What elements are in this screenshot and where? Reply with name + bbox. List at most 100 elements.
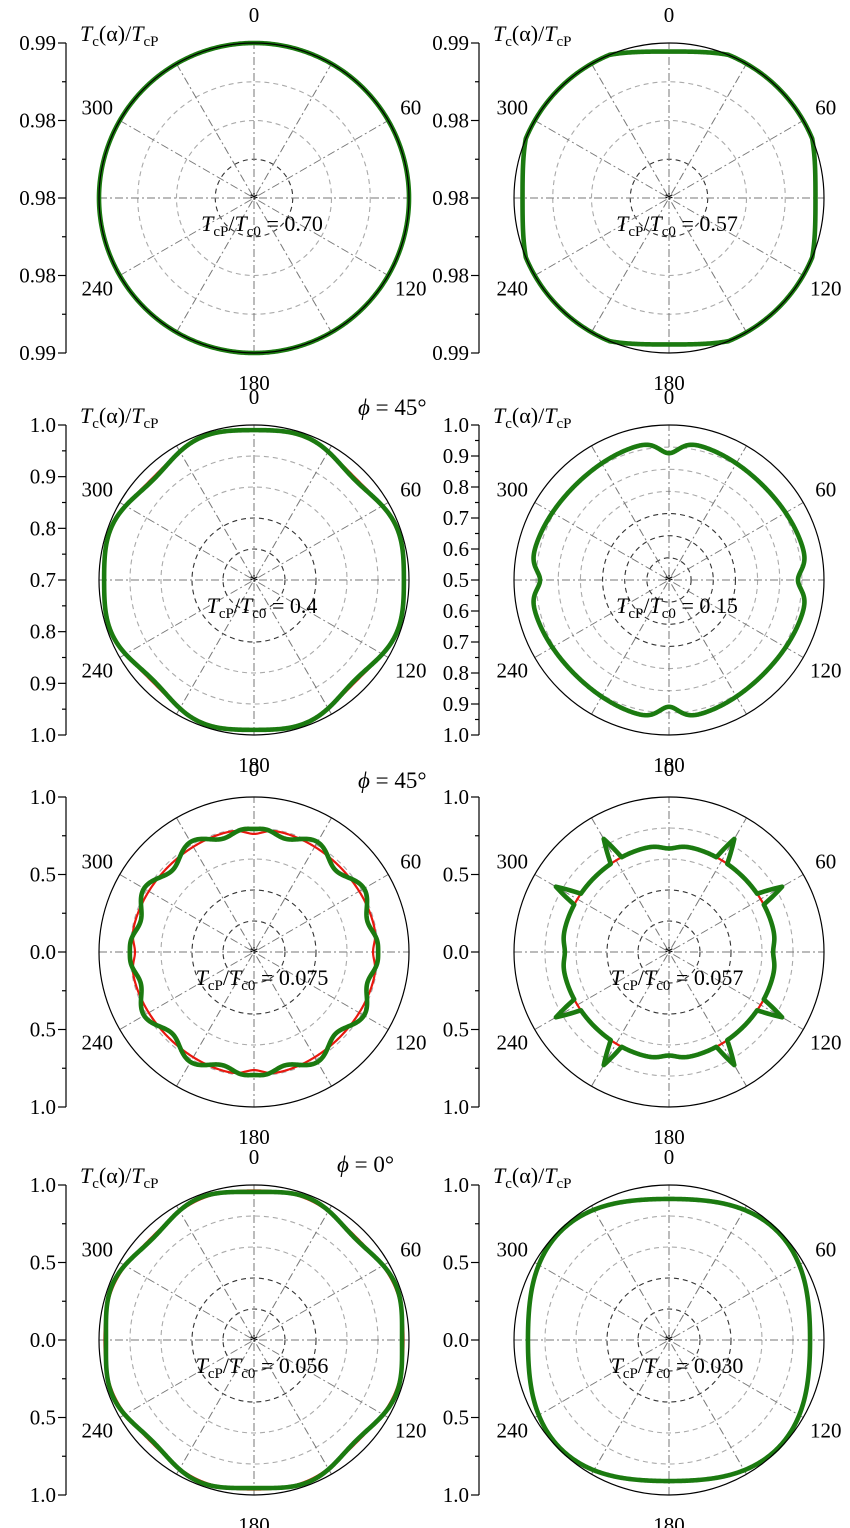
angle-label: 0: [249, 1145, 260, 1169]
polar-frame: [98, 796, 410, 1108]
ratio-annotation-part: T: [196, 1353, 210, 1378]
radial-axis-label: Tc(α)/TcP: [493, 21, 571, 50]
radial-axis-label-part: cP: [556, 416, 571, 432]
radial-tick-label: 0.6: [443, 537, 469, 561]
radial-axis-label-part: (α)/: [99, 403, 132, 428]
ratio-annotation: TcP/Tc0 = 0.57: [616, 211, 738, 240]
radial-tick-label: 0.8: [30, 516, 56, 540]
radial-axis-label: Tc(α)/TcP: [493, 1163, 571, 1192]
polar-panel-8: *0601201802403001.00.50.00.51.0Tc(α)/TcP…: [443, 1145, 842, 1528]
angle-label: 240: [496, 659, 528, 683]
angle-label: 180: [653, 1513, 685, 1528]
ratio-annotation-part: T: [616, 211, 630, 236]
radial-tick-label: 0.9: [30, 465, 56, 489]
radial-axis-label-part: c: [92, 416, 99, 432]
polar-frame: [98, 42, 410, 354]
angle-label: 120: [810, 659, 842, 683]
radial-axis-label-part: T: [544, 21, 558, 46]
phi-label: ϕ = 0°: [337, 1152, 394, 1177]
angle-label: 300: [496, 1238, 528, 1262]
angle-label: 60: [400, 850, 421, 874]
radial-axis-label-part: (α)/: [512, 21, 545, 46]
angle-label: 240: [81, 1031, 113, 1055]
angle-label: 0: [664, 385, 675, 409]
ratio-annotation-part: T: [196, 965, 210, 990]
ratio-annotation-part: /: [643, 593, 650, 618]
radial-tick-label: 0.7: [443, 630, 469, 654]
radial-axis-label: Tc(α)/TcP: [80, 21, 158, 50]
angle-label: 0: [249, 757, 260, 781]
radial-tick-label: 0.0: [443, 1328, 469, 1352]
center-mark: *: [665, 943, 674, 963]
ratio-annotation-part: T: [650, 211, 664, 236]
angle-label: 180: [653, 1125, 685, 1149]
radial-tick-label: 0.99: [19, 341, 56, 365]
radial-axis-label: Tc(α)/TcP: [80, 403, 158, 432]
grid-ring: [606, 889, 732, 1015]
radial-axis-label-part: c: [92, 1176, 99, 1192]
radial-tick-label: 0.98: [19, 109, 56, 133]
radial-axis-label-part: T: [80, 1163, 94, 1188]
ratio-annotation-part: c0: [656, 1366, 670, 1382]
angle-label: 60: [815, 850, 836, 874]
ratio-annotation-part: cP: [623, 978, 638, 994]
angle-label: 60: [400, 1238, 421, 1262]
ratio-annotation-part: c0: [656, 978, 670, 994]
ratio-annotation-part: cP: [628, 224, 643, 240]
ratio-annotation-part: T: [644, 1353, 658, 1378]
grid-ring: [191, 1277, 317, 1403]
center-mark: *: [665, 571, 674, 591]
ratio-annotation-part: T: [611, 1353, 625, 1378]
angle-label: 300: [81, 850, 113, 874]
grid-spoke: [176, 63, 332, 333]
ratio-annotation-part: /: [643, 211, 650, 236]
ratio-annotation-part: = 0.030: [670, 1353, 743, 1378]
grid-spoke: [176, 1205, 332, 1475]
grid-spoke: [591, 1205, 747, 1475]
angle-label: 120: [395, 659, 427, 683]
radial-axis-label-part: T: [80, 403, 94, 428]
ratio-annotation-part: T: [611, 965, 625, 990]
radial-axis-label-part: (α)/: [512, 403, 545, 428]
radial-axis-label-part: (α)/: [512, 1163, 545, 1188]
radial-axis-label-part: T: [493, 1163, 507, 1188]
angle-label: 60: [400, 478, 421, 502]
angle-label: 180: [653, 753, 685, 777]
polar-frame: [98, 1184, 410, 1496]
radial-tick-label: 1.0: [30, 1483, 56, 1507]
radial-axis-label: Tc(α)/TcP: [493, 403, 571, 432]
polar-frame: [98, 424, 410, 736]
grid-spoke: [176, 817, 332, 1087]
radial-tick-label: 0.98: [432, 264, 469, 288]
grid-ring: [602, 513, 736, 647]
radial-tick-label: 1.0: [443, 1173, 469, 1197]
angle-label: 0: [664, 757, 675, 781]
grid-spoke: [591, 817, 747, 1087]
ratio-annotation-part: T: [229, 965, 243, 990]
radial-axis-label-part: T: [544, 1163, 558, 1188]
ratio-annotation-part: /: [234, 593, 241, 618]
radial-tick-label: 0.5: [30, 1406, 56, 1430]
radial-tick-label: 0.99: [19, 31, 56, 55]
center-mark: *: [250, 1331, 259, 1351]
ratio-annotation: TcP/Tc0 = 0.057: [611, 965, 744, 994]
ratio-annotation-part: = 0.70: [261, 211, 323, 236]
ratio-annotation-part: = 0.15: [676, 593, 738, 618]
radial-tick-label: 0.5: [443, 568, 469, 592]
angle-label: 240: [496, 1419, 528, 1443]
radial-axis-label-part: c: [92, 34, 99, 50]
grid-spoke: [591, 817, 747, 1087]
angle-label: 180: [238, 753, 270, 777]
radial-tick-label: 1.0: [30, 1095, 56, 1119]
angle-label: 300: [81, 1238, 113, 1262]
radial-tick-label: 0.7: [443, 506, 469, 530]
series-green-curve: [101, 427, 407, 733]
radial-tick-label: 1.0: [30, 785, 56, 809]
polar-panel-1: * 0 60 120 180 240 300 0.99 0.98 0.98 0.98 0.99 Tc(α…: [19, 3, 426, 395]
radial-tick-label: 0.0: [30, 940, 56, 964]
radial-tick-label: 0.9: [30, 671, 56, 695]
radial-tick-label: 1.0: [30, 1173, 56, 1197]
polar-frame: [513, 424, 825, 736]
